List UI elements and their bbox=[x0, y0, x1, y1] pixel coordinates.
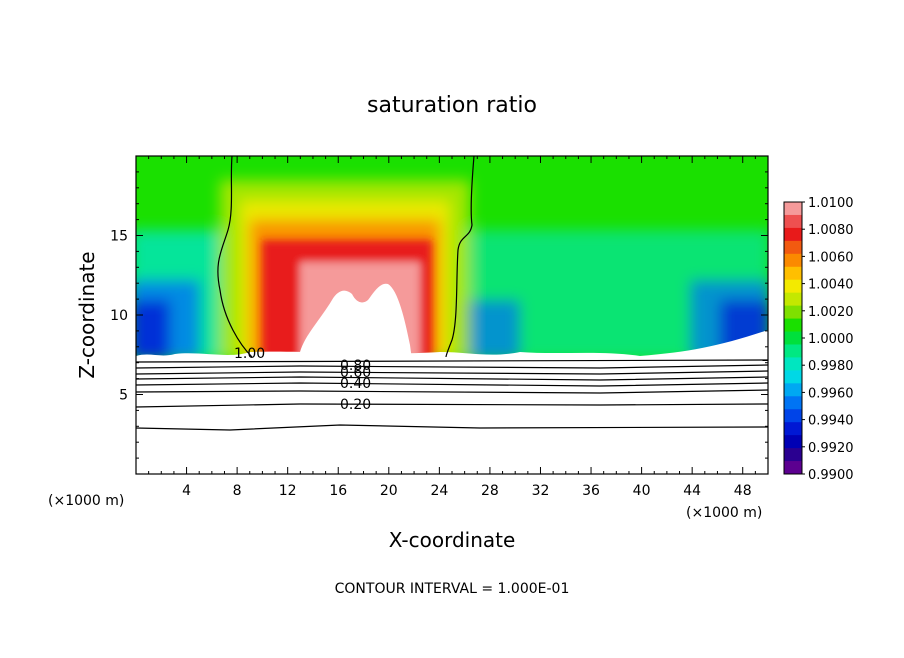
contour-0-50 bbox=[136, 376, 768, 381]
contour-interval-note: CONTOUR INTERVAL = 1.000E-01 bbox=[335, 581, 570, 597]
colorbar-swatch bbox=[784, 357, 802, 371]
colorbar-label: 0.9940 bbox=[808, 414, 854, 429]
y-axis-label: Z-coordinate bbox=[75, 251, 99, 378]
field-darkblue-left bbox=[136, 300, 170, 360]
x-tick-label: 40 bbox=[633, 483, 651, 499]
colorbar-label: 1.0080 bbox=[808, 223, 854, 238]
contour-0-30 bbox=[136, 389, 768, 394]
colorbar-swatch bbox=[784, 409, 802, 423]
y-tick-label: 5 bbox=[119, 388, 128, 404]
x-tick-label: 4 bbox=[182, 483, 191, 499]
colorbar-swatch bbox=[784, 344, 802, 358]
x-tick-label: 32 bbox=[532, 483, 550, 499]
colorbar-swatch bbox=[784, 435, 802, 449]
contour-0-20 bbox=[136, 403, 768, 408]
colorbar-label: 0.9960 bbox=[808, 386, 854, 401]
x-tick-label: 16 bbox=[329, 483, 347, 499]
colorbar: 1.0100 1.0080 1.0060 1.0040 1.0020 1.0000 0.99… bbox=[783, 196, 854, 483]
plot-area: 1.00 0.80 0.60 0.40 0.20 bbox=[136, 156, 768, 474]
saturation-field bbox=[136, 156, 768, 474]
colorbar-label: 0.9900 bbox=[808, 468, 854, 483]
colorbar-swatch bbox=[784, 240, 802, 255]
x-tick-label: 48 bbox=[734, 483, 752, 499]
colorbar-swatch bbox=[784, 202, 802, 216]
contour-label-0-80: 0.80 bbox=[340, 358, 371, 374]
colorbar-label: 0.9980 bbox=[808, 359, 854, 374]
colorbar-label: 1.0000 bbox=[808, 332, 854, 347]
colorbar-swatch bbox=[784, 331, 802, 345]
white-supersaturated-region bbox=[296, 283, 412, 360]
colorbar-swatch bbox=[784, 214, 802, 229]
colorbar-swatch bbox=[784, 318, 802, 333]
y-axis-ticks: 5 10 15 bbox=[110, 171, 768, 459]
colorbar-swatch bbox=[784, 422, 802, 436]
colorbar-swatch bbox=[784, 279, 802, 294]
colorbar-label: 1.0020 bbox=[808, 305, 854, 320]
x-tick-label: 36 bbox=[582, 483, 600, 499]
colorbar-label: 1.0100 bbox=[808, 196, 854, 211]
colorbar-swatch bbox=[784, 396, 802, 410]
colorbar-swatch bbox=[784, 305, 802, 320]
colorbar-swatch bbox=[784, 461, 802, 475]
colorbar-swatch bbox=[784, 266, 802, 281]
contour-label-0-20: 0.20 bbox=[340, 397, 371, 413]
colorbar-swatch bbox=[784, 448, 802, 462]
x-tick-label: 28 bbox=[481, 483, 499, 499]
contour-1-00-left bbox=[217, 156, 253, 358]
colorbar-label: 1.0060 bbox=[808, 250, 854, 265]
chart-title: saturation ratio bbox=[367, 93, 537, 118]
contour-label-1-00: 1.00 bbox=[234, 346, 265, 362]
contour-0-10 bbox=[136, 424, 768, 431]
colorbar-label: 1.0040 bbox=[808, 278, 854, 293]
x-axis-label: X-coordinate bbox=[389, 528, 516, 552]
colorbar-swatch bbox=[784, 227, 802, 242]
x-tick-label: 8 bbox=[233, 483, 242, 499]
contour-lines bbox=[136, 156, 768, 431]
contour-1-00-right bbox=[445, 156, 475, 358]
colorbar-label: 0.9920 bbox=[808, 441, 854, 456]
x-axis-unit: (×1000 m) bbox=[686, 505, 762, 521]
contour-0-80 bbox=[136, 364, 768, 369]
y-axis-unit: (×1000 m) bbox=[48, 493, 124, 509]
y-tick-label: 10 bbox=[110, 308, 128, 324]
x-tick-label: 24 bbox=[430, 483, 448, 499]
contour-0-60 bbox=[136, 370, 768, 375]
contour-near-surface bbox=[136, 359, 768, 363]
colorbar-swatch bbox=[784, 292, 802, 307]
contour-0-40 bbox=[136, 382, 768, 387]
x-tick-label: 44 bbox=[683, 483, 701, 499]
x-tick-label: 20 bbox=[380, 483, 398, 499]
colorbar-swatch bbox=[784, 383, 802, 397]
contour-label-0-40: 0.40 bbox=[340, 376, 371, 392]
x-tick-label: 12 bbox=[279, 483, 297, 499]
x-axis-ticks: 4 8 12 16 20 24 28 32 36 40 44 48 bbox=[148, 156, 756, 499]
colorbar-swatch bbox=[784, 253, 802, 268]
contour-labels: 1.00 0.80 0.60 0.40 0.20 bbox=[234, 346, 371, 413]
y-tick-label: 15 bbox=[110, 229, 128, 245]
contour-label-0-60: 0.60 bbox=[340, 365, 371, 381]
colorbar-swatch bbox=[784, 370, 802, 384]
